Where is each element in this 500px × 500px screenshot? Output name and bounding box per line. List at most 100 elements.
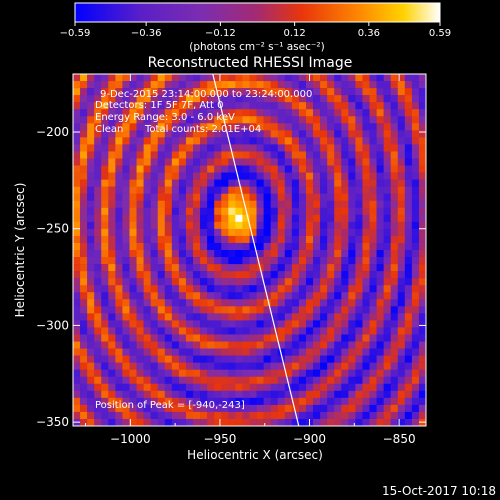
heatmap-cell [80,214,88,223]
heatmap-cell [242,376,250,385]
heatmap-cell [178,116,187,124]
heatmap-cell [108,165,116,173]
heatmap-cell [369,383,377,392]
heatmap-cell [129,390,137,399]
heatmap-cell [256,228,264,237]
heatmap-cell [298,348,307,356]
heatmap-cell [418,228,426,237]
heatmap-cell [87,369,95,378]
heatmap-cell [277,172,286,180]
heatmap-cell [150,292,159,300]
heatmap-cell [397,74,406,82]
heatmap-cell [228,264,236,272]
heatmap-cell [362,313,370,321]
heatmap-cell [200,341,208,349]
heatmap-cell [108,411,116,420]
heatmap-cell [404,320,413,328]
heatmap-cell [320,383,328,392]
heatmap-cell [376,418,384,426]
heatmap-cell [291,285,300,293]
heatmap-cell [277,369,286,378]
heatmap-cell [178,404,187,413]
heatmap-cell [256,109,264,117]
heatmap-cell [157,221,166,230]
heatmap-cell [284,172,293,180]
heatmap-cell [376,411,384,420]
heatmap-cell [129,313,137,321]
heatmap-cell [129,411,137,420]
heatmap-cell [305,341,314,349]
heatmap-cell [362,200,370,209]
heatmap-cell [390,74,399,82]
heatmap-cell [115,109,123,117]
heatmap-cell [242,271,250,279]
heatmap-cell [94,109,102,117]
heatmap-cell [291,299,300,307]
heatmap-cell [397,116,406,124]
heatmap-cell [73,264,81,272]
heatmap-cell [171,376,180,385]
heatmap-cell [277,144,286,152]
heatmap-cell [80,200,88,209]
heatmap-cell [122,327,130,335]
heatmap-cell [214,74,222,82]
heatmap-cell [143,348,151,356]
heatmap-cell [277,109,286,117]
heatmap-cell [164,200,173,209]
heatmap-cell [143,264,151,272]
heatmap-cell [73,250,81,258]
heatmap-cell [157,200,166,209]
heatmap-cell [115,172,123,180]
heatmap-cell [115,327,123,335]
heatmap-cell [284,362,293,370]
heatmap-cell [94,341,102,349]
heatmap-cell [390,151,399,159]
heatmap-cell [270,242,279,251]
heatmap-cell [270,327,279,335]
heatmap-cell [341,278,349,286]
heatmap-cell [376,123,384,131]
heatmap-cell [334,116,342,124]
heatmap-cell [291,341,300,349]
heatmap-cell [80,151,88,159]
heatmap-cell [108,404,116,413]
heatmap-cell [327,418,335,426]
heatmap-cell [362,320,370,328]
heatmap-cell [320,123,328,131]
heatmap-cell [256,130,264,138]
heatmap-cell [327,411,335,420]
heatmap-cell [305,221,314,230]
heatmap-cell [256,250,264,258]
heatmap-cell [298,411,307,420]
heatmap-cell [397,334,406,342]
heatmap-cell [157,264,166,272]
heatmap-cell [129,397,137,406]
heatmap-cell [390,285,399,293]
heatmap-cell [348,130,356,138]
heatmap-cell [115,369,123,378]
heatmap-cell [284,165,293,173]
heatmap-cell [418,214,426,223]
heatmap-cell [298,397,307,406]
heatmap-cell [313,257,321,265]
heatmap-cell [235,327,243,335]
heatmap-cell [327,144,335,152]
heatmap-cell [249,334,257,342]
heatmap-cell [397,292,406,300]
heatmap-cell [108,242,116,251]
heatmap-cell [256,200,264,209]
heatmap-cell [122,362,130,370]
heatmap-cell [228,327,236,335]
heatmap-cell [277,130,286,138]
heatmap-cell [80,390,88,399]
heatmap-cell [214,123,222,131]
heatmap-cell [404,186,413,194]
heatmap-cell [249,228,257,237]
heatmap-cell [207,137,215,145]
heatmap-cell [291,193,300,202]
heatmap-cell [383,109,391,117]
heatmap-cell [298,376,307,385]
heatmap-cell [136,264,144,272]
heatmap-cell [101,313,109,321]
heatmap-cell [193,165,201,173]
